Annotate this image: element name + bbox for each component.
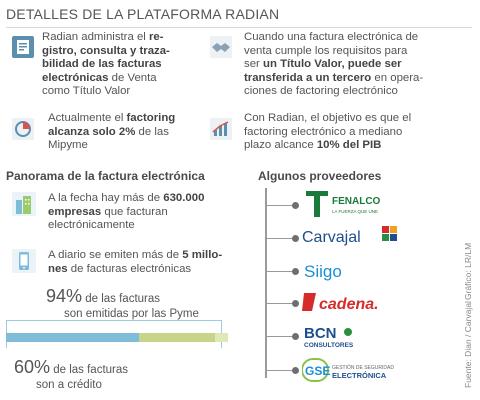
daily-invoices-text: A la fecha hay más de A diario se emiten… [48,249,223,275]
provider-dot [292,333,299,340]
fenalco-tagline: LA FUERZA QUE UNE [332,209,378,214]
provider-connector [265,271,295,272]
graphic-credit: Gráfico: LR/LM [463,242,473,300]
pyme-stat: 94% de las facturas [46,286,161,306]
block-title-value-text: Cuando una factura electrónica de venta … [244,31,424,97]
bar-chart-icon [210,118,232,140]
provider-connector [265,336,295,337]
provider-dot [292,268,299,275]
invoice-share-bar [6,333,228,342]
bcn-logo: BCN CONSULTORES [304,322,384,350]
companies-text: A la fecha hay más de 630.000 empresas q… [48,192,205,231]
block-factoring-text: Actualmente el factoring alcanza solo 2%… [48,112,176,151]
fenalco-logo: FENALCO LA FUERZA QUE UNE [304,189,394,219]
page-title: DETALLES DE LA PLATAFORMA RADIAN [6,6,280,22]
carvajal-name: Carvajal [302,229,361,246]
block-registry-text: Radian administra el re- gistro, consult… [42,31,170,97]
bcn-sub: CONSULTORES [304,342,354,349]
providers-heading: Algunos proveedores [258,169,382,183]
cadena-logo: cadena. [302,289,392,315]
credit-share-segment [6,333,140,342]
provider-dot [292,300,299,307]
mobile-phone-icon [12,249,36,273]
provider-connector [265,238,295,239]
pyme-share-segment [139,333,215,342]
providers-timeline [265,188,267,378]
credit-stat: 60% de las facturas [14,357,129,377]
provider-connector [265,370,295,371]
cadena-name: cadena. [319,296,379,313]
title-divider [6,27,472,28]
provider-dot [292,202,299,209]
gse-sub1: GESTIÓN DE SEGURIDAD [332,364,394,371]
provider-connector [265,205,295,206]
buildings-icon [12,192,36,216]
gse-sub2: ELECTRÓNICA [332,371,387,380]
credit-stat-line2: son a crédito [36,379,102,391]
provider-dot [292,367,299,374]
provider-dot [292,235,299,242]
bcn-name: BCN [304,325,337,342]
gse-name: GSE [305,364,330,378]
siigo-name: Siigo [304,262,342,281]
pie-chart-icon [12,118,34,140]
source-credit: Fuente: Dian / Carvajal [463,301,473,388]
gse-logo: GSE GESTIÓN DE SEGURIDAD ELECTRÓNICA [301,356,422,384]
carvajal-logo: Carvajal [302,222,402,250]
panorama-heading: Panorama de la factura electrónica [6,169,205,183]
document-list-icon [12,36,34,58]
siigo-logo: Siigo [302,258,362,284]
fenalco-name: FENALCO [332,196,381,207]
pyme-stat-line2: son emitidas por las Pyme [64,308,199,320]
handshake-icon [210,36,232,58]
block-goal-text: Con Radian, el objetivo es que el factor… [244,112,412,151]
provider-connector [265,303,295,304]
